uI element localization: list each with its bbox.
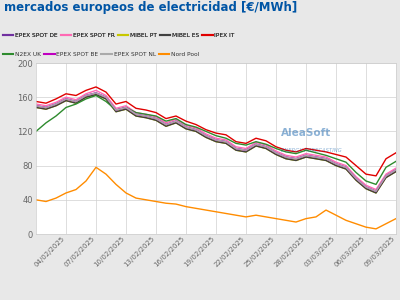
Text: mercados europeos de electricidad [€/MWh]: mercados europeos de electricidad [€/MWh… [4,2,297,14]
Legend: N2EX UK, EPEX SPOT BE, EPEX SPOT NL, Nord Pool: N2EX UK, EPEX SPOT BE, EPEX SPOT NL, Nor… [3,52,199,58]
Text: AleaSoft: AleaSoft [281,128,331,138]
Text: ENERGY FORECASTING: ENERGY FORECASTING [281,148,342,154]
Legend: EPEX SPOT DE, EPEX SPOT FR, MIBEL PT, MIBEL ES, IPEX IT: EPEX SPOT DE, EPEX SPOT FR, MIBEL PT, MI… [3,33,235,38]
